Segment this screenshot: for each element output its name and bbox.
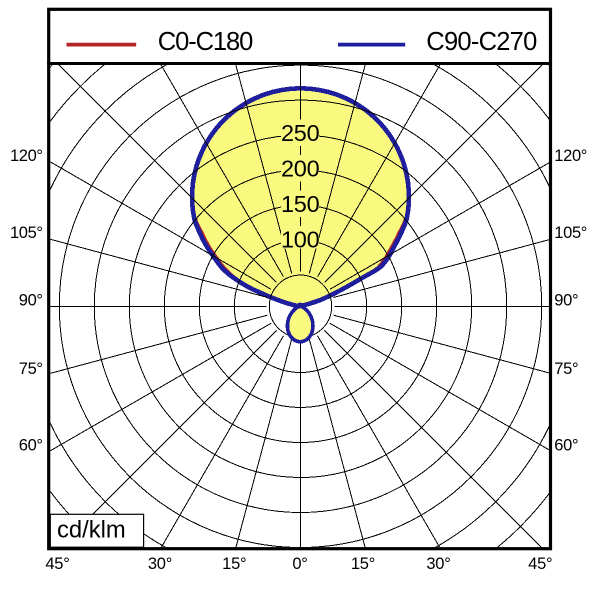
svg-text:15°: 15°	[222, 555, 246, 573]
svg-text:250: 250	[281, 120, 320, 146]
svg-text:90°: 90°	[19, 291, 43, 309]
svg-text:100: 100	[281, 226, 320, 252]
svg-text:60°: 60°	[554, 437, 578, 455]
svg-text:C90-C270: C90-C270	[426, 28, 537, 56]
svg-text:15°: 15°	[351, 555, 375, 573]
svg-text:105°: 105°	[554, 224, 587, 242]
svg-text:60°: 60°	[19, 437, 43, 455]
svg-text:75°: 75°	[554, 360, 578, 378]
svg-text:0°: 0°	[292, 555, 307, 573]
svg-text:30°: 30°	[148, 555, 172, 573]
svg-text:120°: 120°	[10, 147, 43, 165]
svg-text:30°: 30°	[426, 555, 450, 573]
svg-text:75°: 75°	[19, 360, 43, 378]
svg-text:C0-C180: C0-C180	[158, 28, 253, 56]
svg-text:45°: 45°	[45, 555, 69, 573]
svg-text:105°: 105°	[10, 224, 43, 242]
svg-text:200: 200	[281, 155, 320, 181]
svg-text:cd/klm: cd/klm	[57, 516, 126, 543]
svg-text:120°: 120°	[554, 147, 587, 165]
svg-text:150: 150	[281, 191, 320, 217]
svg-text:45°: 45°	[528, 555, 552, 573]
svg-text:90°: 90°	[554, 291, 578, 309]
